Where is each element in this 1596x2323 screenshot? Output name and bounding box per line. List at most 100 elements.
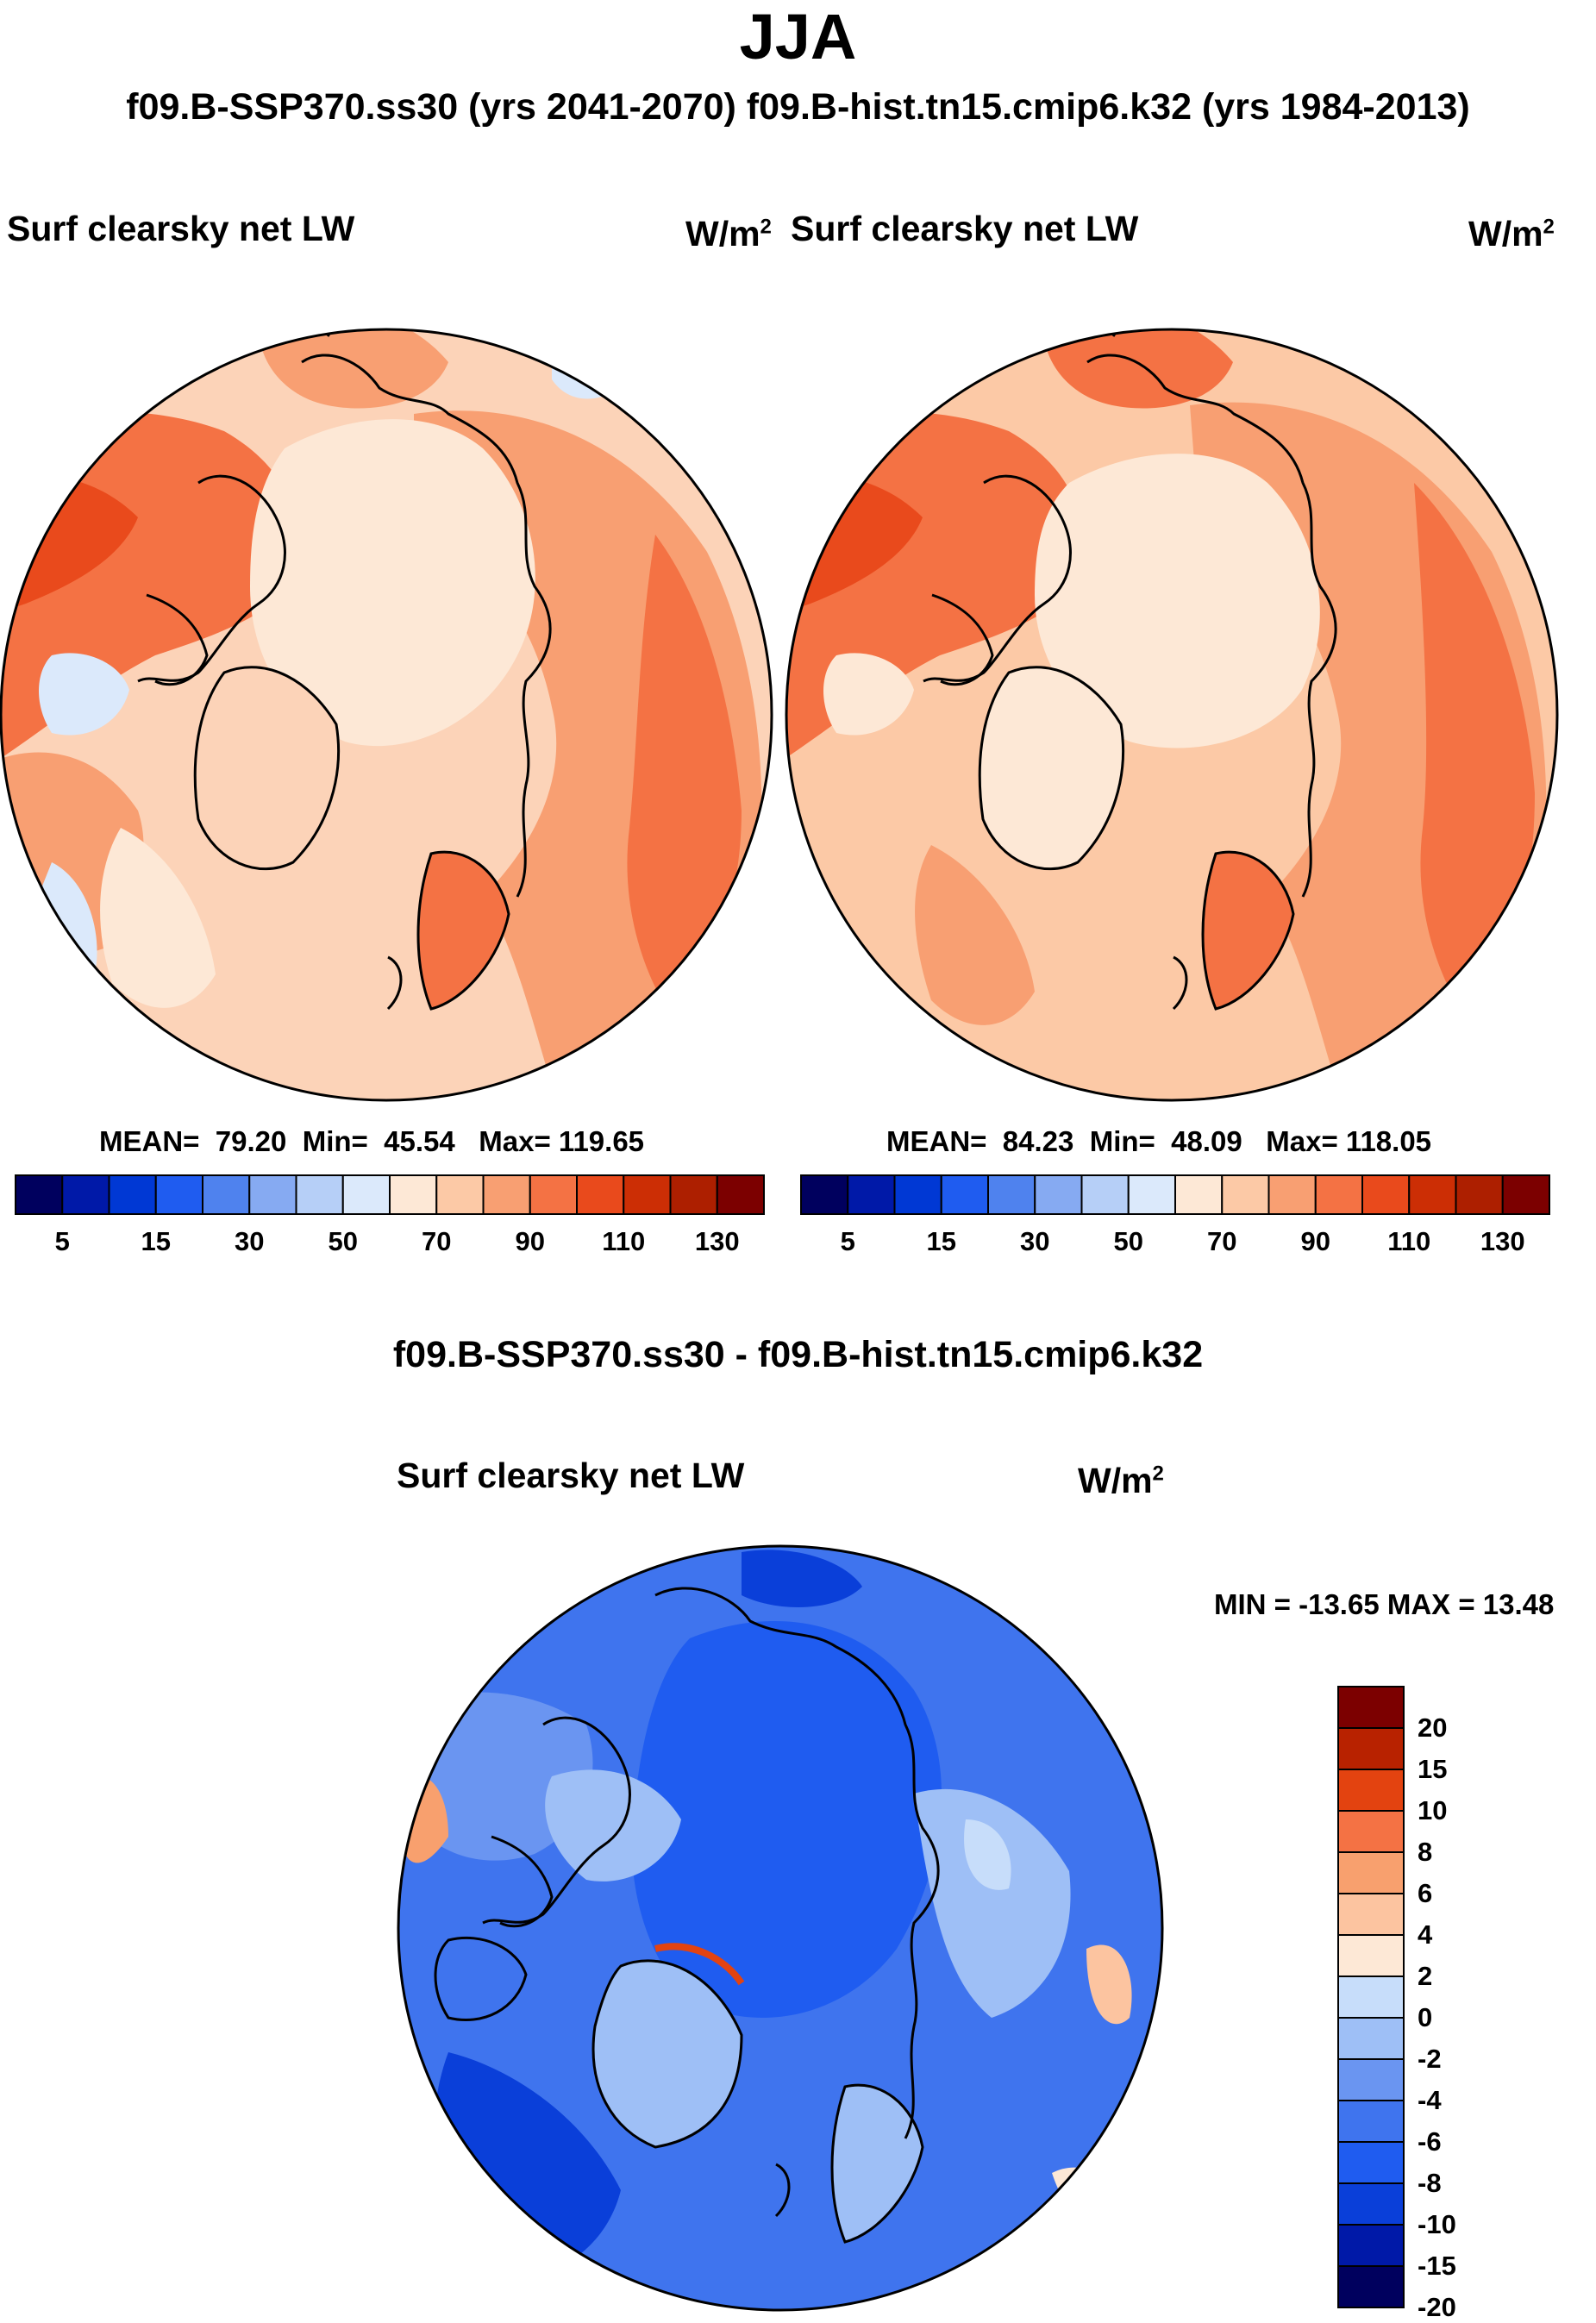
panel2-colorbar-swatch bbox=[987, 1174, 1036, 1215]
panel1-colorbar-swatch bbox=[61, 1174, 110, 1215]
panel2-stats: MEAN= 84.23 Min= 48.09 Max= 118.05 bbox=[886, 1125, 1432, 1157]
panel1-colorbar-tick-label: 90 bbox=[515, 1226, 545, 1256]
diff-siberia-pale bbox=[1086, 1944, 1132, 2025]
diff-colorbar-tick-label: 20 bbox=[1418, 1713, 1448, 1743]
panel1-colorbar-swatch bbox=[529, 1174, 578, 1215]
diff-colorbar-tick-label: 15 bbox=[1418, 1754, 1448, 1784]
diff-colorbar-tick-label: -4 bbox=[1418, 2085, 1442, 2115]
diff-greenland-edge-warm bbox=[654, 1943, 745, 1986]
panel1-colorbar-swatch bbox=[716, 1174, 765, 1215]
diff-colorbar-tick-label: 0 bbox=[1418, 2002, 1433, 2032]
panel1-frame bbox=[0, 328, 773, 1102]
panel2-colorbar-swatch bbox=[1080, 1174, 1130, 1215]
panel2-variable-title: Surf clearsky net LW bbox=[791, 209, 1139, 248]
panel1-colorbar-tick-label: 70 bbox=[422, 1226, 452, 1256]
panel1-colorbar-tick-label: 50 bbox=[328, 1226, 358, 1256]
panel2-colorbar-swatch bbox=[800, 1174, 849, 1215]
diff-arctic-deep bbox=[631, 1621, 942, 2018]
panel2-colorbar-swatch bbox=[1455, 1174, 1504, 1215]
panel1-colorbar-swatch bbox=[341, 1174, 391, 1215]
panel1-greenland bbox=[193, 666, 340, 871]
panel2-coastlines bbox=[923, 329, 1337, 1011]
diff-greenland bbox=[591, 1959, 743, 2149]
panel1-colorbar-swatch bbox=[623, 1174, 672, 1215]
diff-colorbar-swatch bbox=[1337, 1727, 1405, 1770]
panel1-colorbar-swatch bbox=[669, 1174, 718, 1215]
panel1-arctic-pale bbox=[250, 419, 535, 747]
panel2-scandinavia bbox=[1201, 850, 1295, 1011]
panel1-hudson-bay bbox=[39, 653, 129, 736]
panel1-colorbar-swatch bbox=[435, 1174, 485, 1215]
panel1-colorbar-swatch bbox=[108, 1174, 157, 1215]
panel2-colorbar-tick-label: 15 bbox=[926, 1226, 956, 1256]
panel1-colorbar-swatch bbox=[576, 1174, 625, 1215]
diff-units: W/m2 bbox=[1078, 1461, 1164, 1500]
diff-colorbar-swatch bbox=[1337, 2265, 1405, 2308]
diff-colorbar-tick-label: -8 bbox=[1418, 2168, 1442, 2198]
panel1-atlantic-pale bbox=[100, 828, 216, 1008]
diff-frame bbox=[397, 1544, 1164, 2312]
panel1-coastlines bbox=[137, 329, 552, 1011]
diff-colorbar-tick-label: 2 bbox=[1418, 1961, 1433, 1991]
diff-colorbar-tick-label: -6 bbox=[1418, 2126, 1442, 2157]
panel2-colorbar-tick-label: 30 bbox=[1020, 1226, 1050, 1256]
panel2-colorbar-swatch bbox=[893, 1174, 942, 1215]
panel1-colorbar bbox=[15, 1174, 765, 1215]
panel1-colorbar-tick-label: 30 bbox=[235, 1226, 265, 1256]
panel2-colorbar-swatch bbox=[1034, 1174, 1083, 1215]
diff-europe-light bbox=[914, 1788, 1071, 2018]
panel2-colorbar-tick-label: 110 bbox=[1387, 1226, 1431, 1256]
panel1-colorbar-tick-label: 110 bbox=[602, 1226, 646, 1256]
diff-colorbar-tick-label: -2 bbox=[1418, 2044, 1442, 2074]
diff-colorbar-tick-label: -20 bbox=[1418, 2292, 1456, 2322]
panel2-colorbar-swatch bbox=[1408, 1174, 1457, 1215]
diff-colorbar-swatch bbox=[1337, 2017, 1405, 2060]
panel2-colorbar-swatch bbox=[847, 1174, 896, 1215]
diff-colorbar-tick-label: 10 bbox=[1418, 1795, 1448, 1825]
panel2-greenland bbox=[978, 666, 1124, 871]
panel2-colorbar-swatch bbox=[1174, 1174, 1224, 1215]
panel1-colorbar-tick-label: 5 bbox=[54, 1226, 70, 1256]
panel2-colorbar-swatch bbox=[1361, 1174, 1411, 1215]
panel2-colorbar-tick-label: 70 bbox=[1207, 1226, 1237, 1256]
panel1-colorbar-swatch bbox=[15, 1174, 64, 1215]
diff-europe-pale bbox=[964, 1819, 1011, 1890]
panel1-colorbar-tick-label: 130 bbox=[694, 1226, 740, 1256]
diff-colorbar-swatch bbox=[1337, 1769, 1405, 1812]
panel2-arctic-pale bbox=[1035, 454, 1320, 748]
panel2-colorbar-swatch bbox=[940, 1174, 989, 1215]
panel1-atlantic-blue bbox=[34, 862, 97, 974]
diff-colorbar-swatch bbox=[1337, 1934, 1405, 1977]
panel2-colorbar-swatch bbox=[1314, 1174, 1363, 1215]
panel2-colorbar-swatch bbox=[1127, 1174, 1176, 1215]
diff-colorbar-swatch bbox=[1337, 1893, 1405, 1936]
diff-pacific-deep bbox=[742, 1550, 862, 1607]
panel2-atlantic-field bbox=[915, 845, 1035, 1025]
panel2-colorbar bbox=[800, 1174, 1550, 1215]
diff-colorbar-swatch bbox=[1337, 2100, 1405, 2143]
panel1-colorbar-swatch bbox=[202, 1174, 251, 1215]
diff-colorbar-tick-label: 6 bbox=[1418, 1878, 1433, 1908]
diff-scand-pale bbox=[1052, 2167, 1121, 2225]
panel2-colorbar-swatch bbox=[1267, 1174, 1317, 1215]
diff-colorbar-swatch bbox=[1337, 1810, 1405, 1853]
panel2-frame bbox=[785, 328, 1559, 1102]
diff-colorbar-swatch bbox=[1337, 1975, 1405, 2019]
diff-colorbar-swatch bbox=[1337, 1686, 1405, 1729]
diff-colorbar-tick-label: 8 bbox=[1418, 1837, 1433, 1867]
diff-canada-light bbox=[545, 1769, 681, 1882]
diff-colorbar-swatch bbox=[1337, 2224, 1405, 2267]
figure-title: JJA bbox=[739, 1, 857, 72]
diff-colorbar-swatch bbox=[1337, 2141, 1405, 2184]
difference-title: f09.B-SSP370.ss30 - f09.B-hist.tn15.cmip… bbox=[392, 1334, 1204, 1375]
figure-subtitle: f09.B-SSP370.ss30 (yrs 2041-2070) f09.B-… bbox=[126, 86, 1470, 128]
panel2-colorbar-tick-label: 5 bbox=[840, 1226, 855, 1256]
panel2-colorbar-swatch bbox=[1221, 1174, 1270, 1215]
diff-colorbar-swatch bbox=[1337, 2058, 1405, 2101]
diff-colorbar bbox=[1337, 1686, 1405, 2308]
panel2-colorbar-swatch bbox=[1501, 1174, 1550, 1215]
panel1-scandinavia bbox=[416, 850, 510, 1011]
panel1-colorbar-swatch bbox=[482, 1174, 531, 1215]
diff-colorbar-swatch bbox=[1337, 2182, 1405, 2226]
